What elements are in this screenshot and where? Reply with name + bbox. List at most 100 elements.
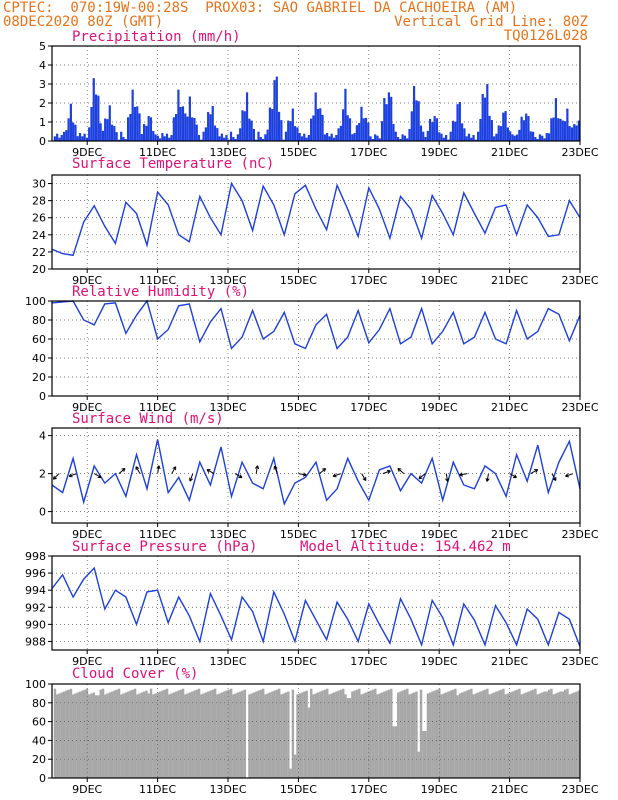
cloud-bar: [529, 690, 533, 778]
precip-bar: [454, 121, 457, 141]
temp-ytick-label: 30: [32, 178, 46, 191]
precip-bar: [360, 106, 363, 141]
cloud-bar: [300, 692, 304, 778]
precip-bar: [65, 130, 68, 141]
precip-bar: [479, 118, 482, 141]
cloud-bar: [531, 689, 535, 778]
cloud-bar: [483, 689, 487, 778]
precip-bar: [188, 96, 191, 141]
precip-bar: [56, 133, 59, 141]
precip-bar: [522, 120, 525, 141]
wind-arrow-head: [322, 467, 327, 472]
cloud-bar: [472, 694, 475, 778]
precip-bar: [355, 125, 358, 141]
wind-panel: [48, 427, 581, 527]
precip-bar: [200, 139, 203, 141]
cloud-bar: [149, 688, 153, 778]
cloud-bar: [117, 688, 121, 778]
cloud-bar: [470, 688, 473, 778]
precip-bar: [332, 137, 336, 141]
cloud-bar: [225, 690, 228, 778]
cloud-bar: [255, 691, 258, 778]
precip-bar: [129, 113, 132, 141]
precip-bar: [472, 135, 475, 141]
rh-ytick-label: 100: [25, 295, 46, 308]
cloud-bar: [451, 689, 455, 778]
precip-bar: [72, 122, 75, 141]
wind-arrow: [418, 473, 426, 480]
precip-bar: [451, 120, 455, 141]
precip-bar: [470, 137, 473, 141]
cloud-bar: [433, 690, 436, 778]
cloud-panel: [48, 683, 581, 782]
cloud-xtick-label: 23DEC: [561, 783, 598, 796]
pressure-xtick-label: 19DEC: [421, 655, 458, 668]
cloud-bar: [513, 690, 517, 778]
wind-arrow-head: [254, 465, 260, 470]
precip-bar: [342, 109, 345, 141]
cloud-bar: [177, 690, 180, 778]
precip-bar: [291, 108, 294, 141]
wind-arrow-head: [565, 473, 569, 478]
cloud-bar: [296, 694, 299, 778]
precip-bar: [543, 138, 546, 141]
precip-bar: [367, 122, 370, 141]
cloud-bar: [213, 688, 217, 778]
precip-bar: [186, 116, 189, 141]
wind-arrow: [206, 469, 215, 475]
precip-bar: [486, 84, 489, 141]
precip-xtick-label: 9DEC: [72, 146, 102, 159]
precip-bar: [193, 118, 196, 141]
precip-bar: [236, 134, 239, 141]
wind-arrow: [189, 473, 194, 482]
wind-plot-area: [52, 428, 580, 523]
wind-xtick-label: 15DEC: [280, 528, 317, 541]
cloud-bar: [559, 691, 562, 778]
cloud-bar: [431, 691, 434, 778]
cloud-bar: [364, 692, 368, 778]
cloud-bar: [342, 688, 345, 778]
precip-bar: [179, 106, 182, 141]
precip-bar: [511, 134, 514, 141]
pressure-xtick-label: 11DEC: [139, 655, 176, 668]
precip-bar: [227, 139, 230, 141]
wind-frame: [51, 427, 581, 524]
precip-bar: [458, 102, 461, 141]
cloud-bar: [145, 690, 148, 778]
cloud-bar: [383, 691, 386, 778]
cloud-bar: [442, 693, 446, 778]
precip-bar: [515, 134, 519, 141]
cloud-bar: [390, 688, 393, 778]
precip-bar: [552, 117, 555, 141]
precip-bar: [264, 134, 267, 141]
cloud-bar: [56, 694, 59, 778]
precip-bar: [104, 118, 107, 141]
precip-bar: [422, 131, 425, 141]
cloud-bar: [323, 689, 327, 778]
rh-xtick-label: 21DEC: [491, 401, 528, 414]
precip-bar: [234, 139, 237, 141]
cloud-bar: [284, 692, 288, 778]
precip-bar: [525, 113, 528, 141]
precip-bar: [314, 92, 317, 141]
precip-bar: [502, 112, 505, 141]
precip-bar: [504, 111, 507, 141]
precip-bar: [518, 129, 521, 141]
cloud-ytick-label: 0: [39, 772, 46, 785]
cloud-bar: [58, 693, 61, 778]
cloud-bar: [536, 694, 539, 778]
precip-bar: [570, 127, 574, 141]
cloud-bar: [140, 692, 144, 778]
precip-bar: [461, 123, 464, 141]
precip-bar: [541, 135, 544, 141]
wind-arrow-head: [238, 474, 243, 479]
cloud-bar: [401, 690, 404, 778]
cloud-bar: [264, 694, 267, 778]
cloud-bar: [394, 726, 398, 778]
precip-bar: [506, 127, 509, 141]
cloud-bar: [348, 698, 352, 778]
cloud-bar: [543, 691, 546, 778]
precip-bar: [353, 133, 356, 141]
precip-bar: [307, 135, 310, 141]
wind-arrow: [530, 469, 538, 475]
